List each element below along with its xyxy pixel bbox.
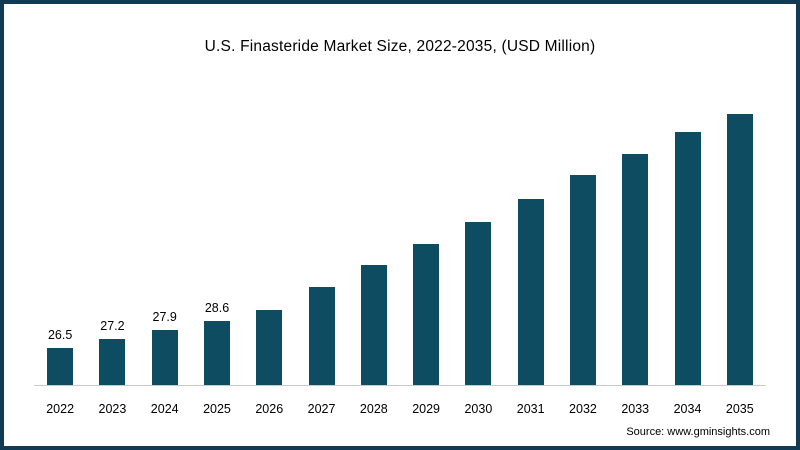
bar	[465, 222, 492, 386]
value-label: 26.5	[47, 328, 73, 342]
bar-column	[295, 94, 347, 386]
year-label: 2027	[307, 402, 336, 416]
year-label: 2023	[98, 402, 127, 416]
bar-column	[348, 94, 400, 386]
bar-column: 27.2	[86, 94, 138, 386]
value-label: 27.2	[100, 319, 125, 333]
x-axis-line	[34, 385, 766, 386]
year-label: 2028	[359, 402, 388, 416]
bar-column	[243, 94, 295, 386]
bar	[360, 265, 387, 386]
bar	[151, 330, 178, 386]
bar-column	[609, 94, 661, 386]
bar	[99, 339, 126, 386]
year-label: 2022	[46, 402, 75, 416]
bars-area: 26.5 27.2 27.9 28.6	[34, 94, 766, 386]
year-label: 2034	[673, 402, 702, 416]
bar	[308, 287, 335, 386]
year-label: 2029	[412, 402, 441, 416]
bar	[413, 244, 440, 386]
year-label: 2025	[203, 402, 231, 416]
bar-column: 28.6	[191, 94, 243, 386]
bar-column	[557, 94, 609, 386]
year-label: 2032	[569, 402, 597, 416]
chart-title: U.S. Finasteride Market Size, 2022-2035,…	[204, 38, 596, 55]
bar-column	[505, 94, 557, 386]
year-label: 2030	[464, 402, 493, 416]
year-label: 2026	[255, 402, 284, 416]
source-text: Source: www.gminsights.com	[626, 426, 770, 438]
value-label: 27.9	[152, 310, 177, 324]
value-label: 28.6	[204, 301, 230, 315]
bar-column: 26.5	[34, 94, 86, 386]
year-label: 2033	[621, 402, 650, 416]
bar-column	[714, 94, 766, 386]
year-label: 2031	[516, 402, 545, 416]
bar-column	[452, 94, 504, 386]
bar	[622, 154, 649, 386]
bar-column: 27.9	[139, 94, 191, 386]
bar-column	[400, 94, 452, 386]
bar	[203, 321, 230, 386]
bar-column	[661, 94, 713, 386]
bar	[569, 175, 596, 386]
year-label: 2035	[725, 402, 754, 416]
bar	[726, 113, 753, 386]
bar	[47, 348, 74, 386]
x-axis-labels: 2022 2023 2024 2025 2026 2027 2028 2029 …	[34, 402, 766, 416]
bar	[256, 310, 283, 386]
bar	[517, 199, 544, 386]
bar	[674, 132, 701, 386]
year-label: 2024	[150, 402, 179, 416]
